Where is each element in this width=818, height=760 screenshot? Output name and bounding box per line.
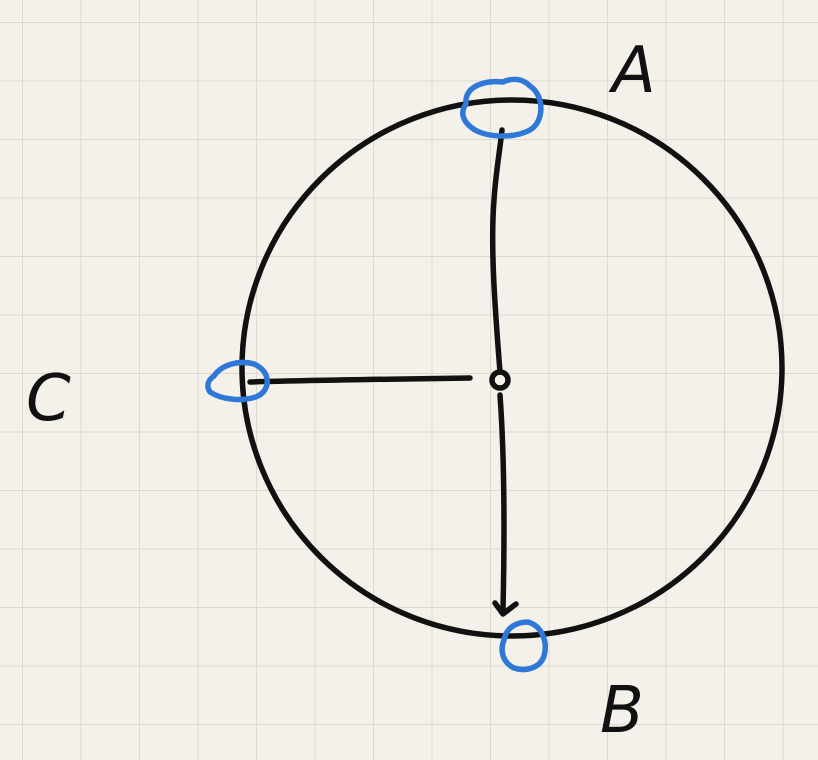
circle-outline bbox=[239, 97, 785, 639]
label-c: C bbox=[26, 362, 71, 436]
radius-to-b bbox=[497, 392, 507, 613]
point-b-mark bbox=[499, 619, 548, 673]
label-b: B bbox=[600, 674, 644, 748]
label-a: A bbox=[608, 34, 656, 108]
center-point bbox=[489, 369, 511, 391]
radius-to-a bbox=[489, 127, 505, 375]
point-a-mark bbox=[460, 76, 544, 139]
point-c-mark bbox=[205, 359, 270, 403]
arrow-head-b bbox=[492, 600, 519, 617]
radius-to-c bbox=[247, 375, 473, 385]
